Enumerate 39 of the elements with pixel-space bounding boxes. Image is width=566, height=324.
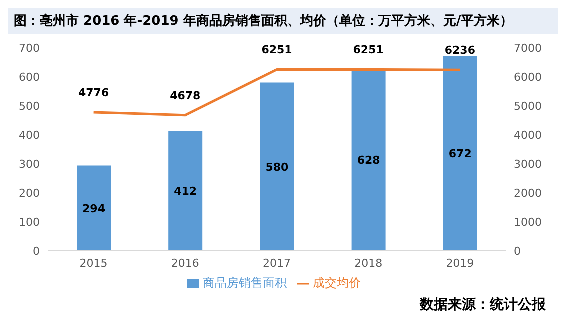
y-tick-label: 500	[19, 100, 40, 113]
bar	[443, 56, 478, 251]
y2-tick-label: 2000	[514, 186, 542, 200]
y-tick-label: 0	[33, 244, 40, 258]
bar	[260, 82, 294, 251]
x-tick-label: 2018	[354, 256, 383, 270]
y2-tick-label: 7000	[514, 42, 542, 55]
legend-label: 商品房销售面积	[203, 276, 287, 290]
y-tick-label: 700	[19, 42, 40, 55]
data-label: 580	[266, 160, 290, 174]
x-tick-label: 2017	[263, 256, 291, 270]
y-tick-label: 400	[19, 128, 40, 142]
x-tick-label: 2016	[171, 256, 200, 270]
y-tick-label: 100	[19, 216, 40, 229]
legend-label: 成交均价	[313, 276, 361, 290]
y2-tick-label: 0	[514, 244, 521, 258]
y2-tick-label: 6000	[514, 70, 542, 84]
data-label: 412	[174, 185, 198, 198]
bar	[168, 132, 203, 251]
data-label: 4678	[170, 89, 201, 102]
data-label: 628	[357, 154, 380, 167]
y2-tick-label: 4000	[514, 128, 542, 142]
x-tick-label: 2015	[80, 256, 108, 270]
data-label: 6251	[262, 44, 292, 57]
data-label: 4776	[78, 86, 110, 100]
y2-tick-label: 3000	[514, 158, 542, 171]
data-label: 6251	[353, 44, 384, 57]
y-tick-label: 200	[19, 186, 40, 200]
y2-tick-label: 5000	[514, 100, 542, 113]
data-label: 672	[448, 147, 472, 160]
y2-tick-label: 1000	[514, 216, 542, 229]
data-label: 294	[82, 202, 106, 216]
data-label: 6236	[444, 44, 476, 58]
source-note: 数据来源：统计公报	[418, 296, 547, 314]
y-tick-label: 600	[19, 70, 40, 84]
chart-title: 图：亳州市 2016 年-2019 年商品房销售面积、均价（单位：万平方米、元/平方米）	[8, 8, 558, 34]
x-tick-label: 2019	[446, 256, 474, 270]
y-tick-label: 300	[19, 158, 40, 171]
bar	[77, 166, 111, 251]
